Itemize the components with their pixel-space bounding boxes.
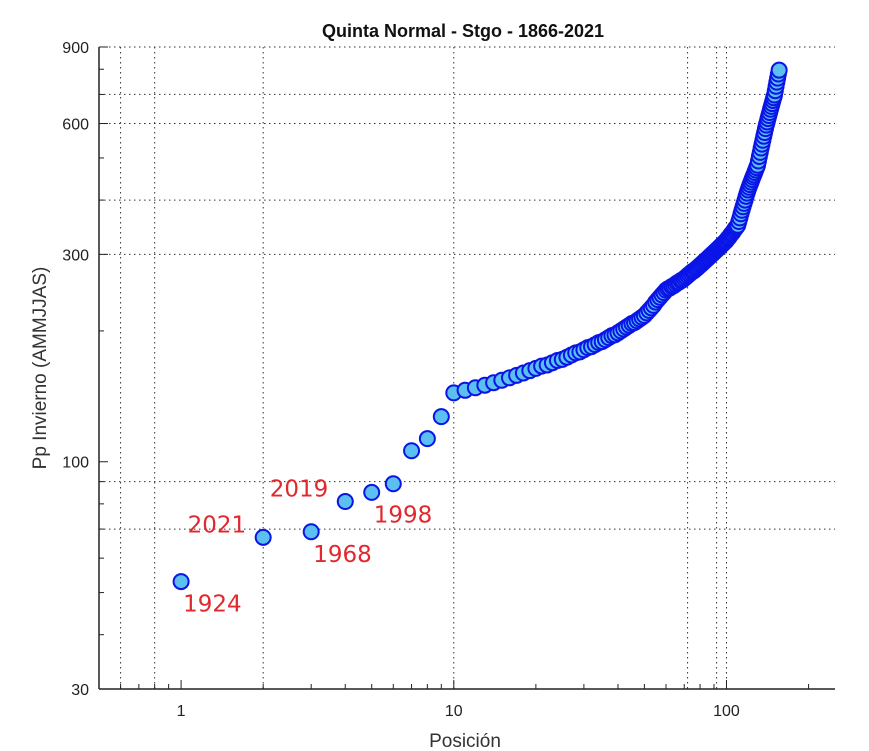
annotation-label: 1968 xyxy=(313,542,372,568)
data-point xyxy=(770,61,788,79)
y-tick-label: 300 xyxy=(62,247,89,264)
data-point xyxy=(403,442,421,460)
data-point xyxy=(302,523,320,541)
grid xyxy=(99,46,835,689)
y-tick-label: 100 xyxy=(62,455,89,472)
axes: 1 10 100 30 100 300 600 900 xyxy=(62,40,835,720)
x-tick-label: 10 xyxy=(445,703,463,720)
y-tick-label: 900 xyxy=(62,40,89,57)
data-point xyxy=(432,408,450,426)
y-tick-label: 30 xyxy=(71,682,89,699)
data-point xyxy=(418,430,436,448)
data-point xyxy=(172,573,190,591)
y-axis-label: Pp Invierno (AMMJJAS) xyxy=(30,267,51,470)
y-tick-label: 600 xyxy=(62,117,89,134)
data-point xyxy=(254,528,272,546)
data-points xyxy=(172,61,788,591)
chart-title: Quinta Normal - Stgo - 1866-2021 xyxy=(322,21,604,41)
data-point xyxy=(384,475,402,493)
x-axis-label: Posición xyxy=(429,731,501,751)
annotation-label: 1998 xyxy=(374,502,433,528)
x-tick-label: 100 xyxy=(713,703,740,720)
annotations: 1924 2021 1968 2019 1998 xyxy=(183,477,432,618)
data-point xyxy=(363,483,381,501)
annotation-label: 1924 xyxy=(183,592,242,618)
annotation-label: 2019 xyxy=(270,477,329,503)
annotation-label: 2021 xyxy=(188,512,247,538)
data-point xyxy=(336,493,354,511)
x-tick-label: 1 xyxy=(177,703,186,720)
